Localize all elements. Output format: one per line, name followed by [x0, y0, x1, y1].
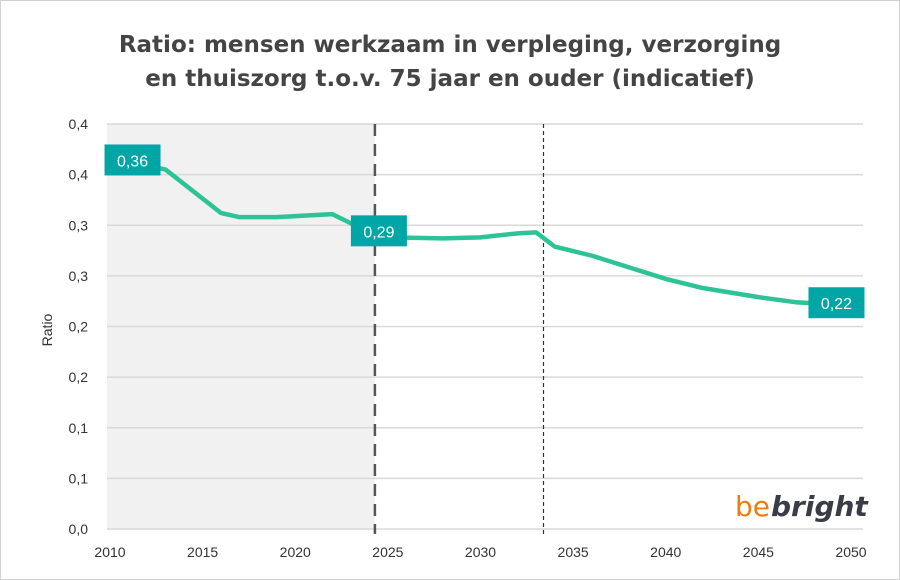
y-tick-label: 0,2	[69, 319, 89, 335]
y-tick-label: 0,3	[69, 268, 89, 284]
logo-be: be	[735, 490, 770, 523]
x-tick-label: 2030	[465, 544, 496, 560]
chart-title-line-2: en thuiszorg t.o.v. 75 jaar en ouder (in…	[145, 66, 755, 92]
x-tick-label: 2025	[372, 544, 403, 560]
chart-title-line-1: Ratio: mensen werkzaam in verpleging, ve…	[119, 32, 781, 58]
y-tick-label: 0,0	[69, 521, 89, 537]
y-tick-label: 0,3	[69, 217, 89, 233]
data-label-box	[808, 287, 865, 319]
x-tick-label: 2015	[187, 544, 218, 560]
y-tick-label: 0,1	[69, 420, 89, 436]
data-label-box	[350, 215, 407, 247]
data-label: 0,36	[117, 153, 148, 170]
x-tick-label: 2050	[835, 544, 866, 560]
data-label: 0,29	[363, 224, 394, 241]
y-tick-label: 0,4	[69, 116, 89, 132]
ratio-series-line	[128, 159, 833, 307]
x-tick-label: 2035	[558, 544, 589, 560]
x-tick-label: 2010	[94, 544, 125, 560]
x-tick-label: 2020	[280, 544, 311, 560]
y-tick-label: 0,1	[69, 470, 89, 486]
bebright-logo: be bright	[735, 490, 869, 523]
x-tick-label: 2040	[650, 544, 681, 560]
logo-bright: bright	[771, 490, 869, 523]
y-axis-label: Ratio	[39, 313, 55, 346]
x-tick-label: 2045	[743, 544, 774, 560]
y-tick-label: 0,2	[69, 369, 89, 385]
y-tick-label: 0,4	[69, 167, 89, 183]
data-label: 0,22	[821, 296, 852, 313]
data-label-box	[104, 144, 161, 176]
